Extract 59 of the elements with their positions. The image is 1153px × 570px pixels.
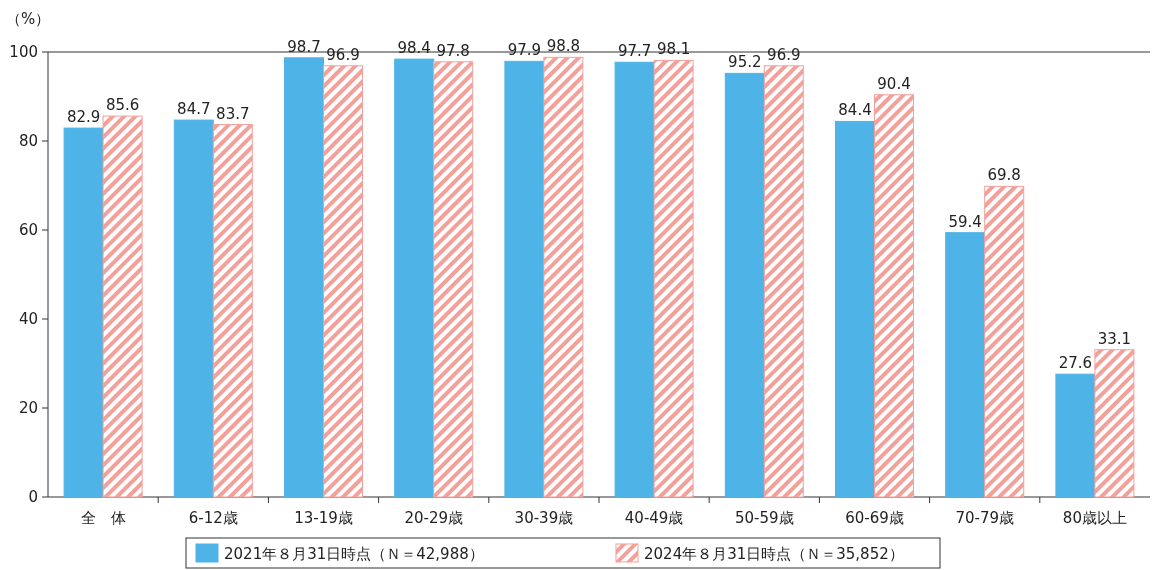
x-tick-label: 全 体 xyxy=(80,509,126,527)
bar xyxy=(653,59,694,498)
x-tick-label: 6‐12歳 xyxy=(188,509,238,527)
bar xyxy=(984,185,1025,498)
data-label: 84.7 xyxy=(177,100,211,119)
data-label: 83.7 xyxy=(216,104,250,123)
y-tick-label: 0 xyxy=(28,488,38,506)
legend-label: 2021年８月31日時点（Ｎ＝42,988） xyxy=(224,545,484,563)
data-label: 59.4 xyxy=(948,212,982,231)
y-tick-label: 40 xyxy=(18,310,38,328)
x-tick-label: 13-19歳 xyxy=(294,509,353,527)
data-label: 97.7 xyxy=(617,42,652,61)
x-tick-label: 60-69歳 xyxy=(845,509,904,527)
data-label: 84.4 xyxy=(838,101,872,120)
data-label: 90.4 xyxy=(877,74,911,93)
bar xyxy=(63,127,104,498)
bar xyxy=(945,232,986,498)
data-label: 33.1 xyxy=(1097,329,1132,348)
bar xyxy=(284,57,324,498)
y-axis-title: （%） xyxy=(6,10,51,28)
bar xyxy=(543,56,584,498)
bar xyxy=(504,60,545,498)
y-tick-label: 80 xyxy=(18,132,38,150)
legend-label: 2024年８月31日時点（Ｎ＝35,852） xyxy=(644,545,904,563)
data-label: 96.9 xyxy=(767,45,801,64)
data-label: 27.6 xyxy=(1058,354,1093,373)
bar xyxy=(323,65,363,498)
data-label: 95.2 xyxy=(728,53,762,72)
data-label: 98.4 xyxy=(397,39,431,58)
bar xyxy=(173,119,214,498)
data-label: 97.8 xyxy=(436,41,470,60)
data-label: 98.7 xyxy=(287,37,321,56)
x-tick-label: 80歳以上 xyxy=(1062,509,1127,527)
bar xyxy=(1055,373,1096,498)
bar xyxy=(724,72,765,498)
x-tick-label: 30-39歳 xyxy=(514,509,574,527)
bar xyxy=(763,65,804,498)
x-tick-label: 70-79歳 xyxy=(955,509,1014,527)
data-label: 69.8 xyxy=(987,166,1021,185)
data-label: 82.9 xyxy=(66,108,101,127)
x-tick-label: 20-29歳 xyxy=(404,509,463,527)
data-label: 98.1 xyxy=(656,40,691,59)
bar xyxy=(614,61,655,498)
bar xyxy=(102,115,143,498)
bar xyxy=(1094,349,1135,498)
bar xyxy=(874,94,914,498)
data-label: 98.8 xyxy=(546,37,581,56)
x-tick-label: 50-59歳 xyxy=(735,509,794,527)
bar xyxy=(433,61,474,498)
y-tick-label: 60 xyxy=(18,221,38,239)
bar xyxy=(394,58,435,498)
y-tick-label: 100 xyxy=(9,43,38,61)
y-tick-label: 20 xyxy=(18,399,38,417)
bar xyxy=(835,120,875,498)
data-label: 96.9 xyxy=(326,45,360,64)
data-label: 85.6 xyxy=(105,96,140,115)
data-label: 97.9 xyxy=(507,41,542,60)
x-tick-label: 40-49歳 xyxy=(624,509,684,527)
bar xyxy=(212,124,253,498)
